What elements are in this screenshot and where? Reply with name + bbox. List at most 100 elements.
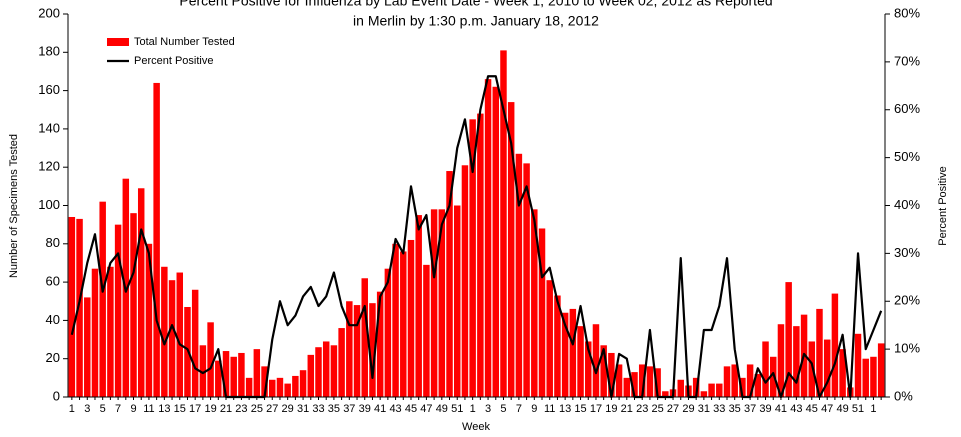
bar bbox=[438, 209, 446, 397]
bar bbox=[346, 301, 353, 397]
bar bbox=[392, 243, 399, 397]
chart-title: Percent Positive for Influenza by Lab Ev… bbox=[179, 0, 772, 9]
bar bbox=[592, 324, 600, 397]
bar bbox=[76, 218, 83, 397]
bar bbox=[831, 293, 839, 397]
bar bbox=[700, 391, 708, 397]
x-tick-label: 1 bbox=[470, 403, 476, 415]
x-tick-label: 13 bbox=[158, 403, 170, 415]
y2-tick-label: 60% bbox=[894, 101, 920, 116]
x-tick-label: 43 bbox=[389, 403, 401, 415]
bar bbox=[762, 341, 769, 397]
bar bbox=[731, 364, 738, 397]
x-tick-label: 29 bbox=[682, 403, 694, 415]
x-tick-label: 21 bbox=[220, 403, 232, 415]
x-tick-label: 49 bbox=[436, 403, 448, 415]
bar bbox=[361, 278, 368, 397]
x-tick-label: 43 bbox=[790, 403, 802, 415]
x-tick-label: 15 bbox=[574, 403, 586, 415]
bar bbox=[492, 86, 500, 398]
x-tick-label: 17 bbox=[189, 403, 201, 415]
x-tick-label: 45 bbox=[405, 403, 417, 415]
bar bbox=[708, 383, 715, 397]
x-tick-label: 45 bbox=[806, 403, 818, 415]
x-tick-label: 7 bbox=[516, 403, 522, 415]
y-tick-label: 120 bbox=[38, 159, 60, 174]
x-tick-label: 25 bbox=[652, 403, 664, 415]
x-tick-label: 35 bbox=[328, 403, 340, 415]
bar bbox=[253, 349, 261, 397]
x-tick-label: 31 bbox=[698, 403, 710, 415]
bar bbox=[230, 356, 237, 397]
bar bbox=[561, 312, 569, 397]
x-tick-label: 9 bbox=[531, 403, 537, 415]
legend-label: Total Number Tested bbox=[134, 36, 235, 48]
x-tick-label: 25 bbox=[251, 403, 263, 415]
bar bbox=[569, 308, 577, 397]
bar bbox=[646, 366, 654, 397]
x-tick-label: 13 bbox=[559, 403, 571, 415]
y2-axis-label: Percent Positive bbox=[937, 166, 949, 245]
bar bbox=[299, 370, 307, 397]
x-tick-label: 5 bbox=[500, 403, 506, 415]
x-tick-label: 27 bbox=[266, 403, 278, 415]
bar bbox=[207, 322, 214, 397]
bar bbox=[315, 347, 322, 397]
bar bbox=[546, 280, 553, 397]
x-tick-label: 21 bbox=[621, 403, 633, 415]
bar bbox=[793, 326, 800, 397]
bar bbox=[322, 341, 330, 397]
bar bbox=[199, 345, 207, 397]
x-tick-label: 17 bbox=[590, 403, 602, 415]
bar bbox=[400, 251, 407, 397]
bar bbox=[608, 352, 615, 397]
bar bbox=[723, 366, 731, 397]
bar bbox=[785, 282, 792, 397]
bar bbox=[215, 360, 222, 397]
y-tick-label: 140 bbox=[38, 120, 60, 135]
bar bbox=[145, 243, 153, 397]
bar bbox=[161, 266, 168, 397]
x-tick-label: 51 bbox=[852, 403, 864, 415]
y2-tick-label: 80% bbox=[894, 5, 920, 20]
bar bbox=[554, 295, 561, 397]
y2-tick-label: 40% bbox=[894, 197, 920, 212]
bar bbox=[130, 213, 137, 397]
bar bbox=[654, 368, 661, 397]
bar bbox=[461, 165, 469, 397]
x-tick-label: 41 bbox=[374, 403, 386, 415]
bar bbox=[114, 224, 122, 397]
bar bbox=[245, 377, 253, 397]
bar bbox=[222, 351, 230, 397]
bar bbox=[338, 328, 345, 397]
bar bbox=[816, 308, 823, 397]
bar bbox=[877, 343, 885, 397]
y2-tick-label: 20% bbox=[894, 293, 920, 308]
bar bbox=[99, 201, 106, 397]
bar bbox=[191, 289, 199, 397]
chart-title: in Merlin by 1:30 p.m. January 18, 2012 bbox=[353, 13, 599, 29]
y-tick-label: 160 bbox=[38, 82, 60, 97]
x-tick-label: 11 bbox=[544, 403, 555, 415]
x-tick-label: 31 bbox=[297, 403, 309, 415]
bar bbox=[600, 345, 607, 397]
bar bbox=[477, 113, 484, 397]
y2-tick-label: 0% bbox=[894, 388, 913, 403]
bar bbox=[153, 82, 160, 397]
bar bbox=[662, 391, 669, 397]
bar bbox=[269, 379, 276, 397]
bar bbox=[384, 268, 392, 397]
y-tick-label: 100 bbox=[38, 197, 60, 212]
bar bbox=[839, 349, 846, 397]
bar bbox=[770, 356, 777, 397]
bar bbox=[91, 268, 99, 397]
x-tick-label: 19 bbox=[204, 403, 216, 415]
y-tick-label: 0 bbox=[53, 388, 60, 403]
x-tick-label: 19 bbox=[605, 403, 617, 415]
bar bbox=[808, 341, 816, 397]
y-tick-label: 80 bbox=[46, 235, 60, 250]
y2-tick-label: 10% bbox=[894, 341, 920, 356]
bar bbox=[276, 377, 284, 397]
bar bbox=[415, 215, 422, 397]
